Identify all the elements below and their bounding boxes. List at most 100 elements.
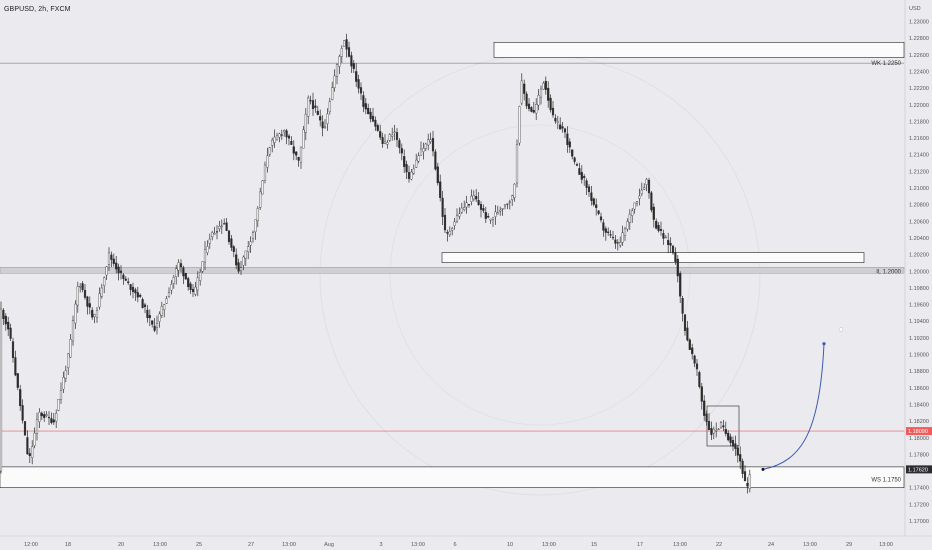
current-price-badge — [906, 427, 932, 436]
candle-body — [695, 363, 699, 370]
supply-zone-box[interactable] — [493, 42, 905, 58]
y-tick-label: 1.21000 — [909, 186, 929, 192]
candle-body — [520, 80, 523, 104]
candle-body — [249, 241, 252, 246]
demand-zone-box[interactable] — [441, 252, 865, 263]
time-axis[interactable] — [0, 536, 932, 550]
consolidation-box[interactable] — [706, 405, 740, 447]
candle-body — [429, 139, 432, 142]
y-tick-label: 1.19000 — [909, 353, 929, 359]
candle-body — [367, 107, 370, 115]
candle-body — [679, 273, 682, 297]
candle-body — [230, 238, 233, 248]
candle-body — [76, 286, 79, 306]
candle-body — [455, 215, 459, 222]
y-tick-label: 1.17400 — [909, 486, 929, 492]
candle-body — [47, 416, 51, 419]
candle-body — [319, 116, 322, 121]
candle-body — [26, 437, 29, 455]
candle-body — [187, 278, 190, 288]
candle-body — [107, 252, 111, 265]
candle-body — [55, 413, 58, 422]
candle-body — [551, 107, 555, 116]
candle-body — [165, 298, 168, 304]
y-tick-label: 1.21600 — [909, 136, 929, 142]
projection-target-point[interactable] — [822, 342, 826, 346]
candle-body — [441, 197, 444, 217]
candle-body — [607, 231, 610, 233]
price-axis[interactable] — [905, 0, 932, 550]
candle-body — [407, 172, 411, 179]
candle-body — [664, 237, 667, 239]
candle-body — [719, 422, 723, 428]
candle-body — [535, 104, 538, 114]
candle-body — [599, 216, 603, 221]
candle-body — [731, 440, 735, 447]
candle-body — [220, 225, 223, 227]
candle-body — [645, 179, 648, 185]
candle-body — [729, 436, 732, 444]
candle-body — [595, 204, 598, 208]
candle-body — [359, 87, 363, 94]
ws-support-zone[interactable] — [0, 466, 905, 489]
x-tick-label: 10 — [507, 542, 513, 548]
candle-body — [299, 146, 303, 163]
symbol-title: GBPUSD, 2h, FXCM — [4, 6, 71, 13]
candle-body — [345, 39, 348, 50]
candle-body — [338, 56, 341, 67]
candle-body — [2, 309, 5, 319]
candle-body — [290, 141, 293, 145]
candle-body — [153, 325, 156, 331]
candle-body — [199, 272, 202, 281]
x-tick-label: 27 — [248, 542, 254, 548]
candle-body — [115, 262, 118, 270]
x-tick-label: 3 — [379, 542, 382, 548]
candle-body — [280, 134, 283, 136]
y-tick-label: 1.19400 — [909, 319, 929, 325]
candle-body — [163, 304, 166, 310]
candle-body — [112, 258, 115, 264]
candle-body — [83, 289, 87, 298]
candle-body — [40, 412, 43, 417]
candle-body — [211, 232, 214, 238]
x-tick-label: 12:00 — [24, 542, 38, 548]
candle-body — [431, 138, 435, 152]
x-tick-label: 17 — [637, 542, 643, 548]
candle-body — [580, 172, 583, 180]
candle-body — [352, 63, 355, 69]
candle-body — [177, 262, 180, 271]
drawing-handle[interactable] — [838, 327, 844, 332]
projection-curve — [762, 343, 825, 470]
candle-body — [578, 168, 581, 175]
candle-body — [647, 179, 651, 194]
candle-body — [547, 87, 550, 101]
candle-body — [655, 221, 658, 229]
candle-body — [302, 129, 305, 149]
candle-body — [614, 239, 617, 244]
candle-body — [134, 289, 137, 294]
x-tick-label: 22 — [716, 542, 722, 548]
zone-label: IL 1.2000 — [876, 269, 901, 275]
y-tick-label: 1.18400 — [909, 402, 929, 408]
projection-start-point[interactable] — [761, 467, 765, 471]
y-tick-label: 1.22400 — [909, 69, 929, 75]
candle-body — [333, 75, 336, 88]
candle-body — [69, 339, 72, 358]
candle-body — [395, 132, 399, 140]
candle-body — [619, 242, 622, 246]
candle-body — [369, 111, 372, 120]
candle-body — [477, 200, 480, 205]
candle-body — [705, 413, 708, 422]
candle-body — [487, 216, 490, 218]
candle-body — [254, 219, 257, 233]
background-decoration — [319, 54, 761, 496]
x-tick-label: 13:00 — [879, 542, 893, 548]
candle-body — [703, 400, 706, 416]
candle-body — [59, 390, 63, 400]
candle-body — [722, 425, 725, 428]
candle-body — [93, 314, 96, 317]
candle-body — [518, 106, 521, 144]
x-tick-label: 13:00 — [411, 542, 425, 548]
candle-body — [50, 418, 53, 424]
